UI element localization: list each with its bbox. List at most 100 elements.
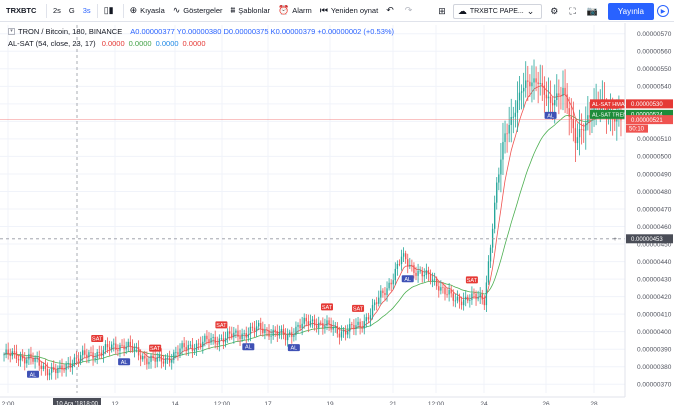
templates-button[interactable]: ⩩ Şablonlar — [226, 0, 274, 22]
candle-body — [17, 359, 20, 361]
candle-body — [520, 91, 523, 93]
alarm-label: Alarm — [292, 6, 312, 15]
candle-body — [11, 351, 13, 357]
candle-body — [156, 357, 158, 362]
candle-body — [282, 328, 285, 336]
price-tick-label: 0.00000390 — [637, 346, 672, 353]
candle-body — [220, 338, 223, 340]
candle-body — [349, 324, 351, 332]
candle-body — [494, 202, 496, 229]
candle-body — [79, 355, 82, 362]
candle-body — [407, 259, 409, 267]
candle-body — [543, 85, 546, 95]
interval-g[interactable]: G — [68, 6, 75, 15]
trend-line — [3, 114, 622, 365]
series-title[interactable]: TRON / Bitcoin, 180, BINANCE — [18, 26, 123, 36]
symbol-search[interactable]: TRXBTC — [6, 6, 37, 15]
candle-body — [212, 336, 214, 338]
indicator-name[interactable]: AL-SAT (54, close, 23, 17) — [8, 38, 96, 48]
candle-body — [367, 317, 370, 320]
candle-body — [154, 357, 156, 362]
candle-body — [195, 343, 198, 351]
candle-body — [585, 122, 587, 131]
sell-signal — [149, 344, 162, 352]
interval-3s[interactable]: 3s — [82, 6, 91, 15]
price-axis: 0.00000570 0.00000560 0.00000550 0.00000540… — [624, 23, 674, 405]
candle-body — [214, 336, 216, 344]
price-chart[interactable]: ALSATALSATSATALALSATSATALSATALSAT +AL-SA… — [0, 23, 674, 405]
indicators-button[interactable]: ∿ Göstergeler — [169, 0, 227, 22]
snapshot-button[interactable]: 📷 — [583, 0, 605, 22]
collapse-icon[interactable]: ▾ — [8, 27, 15, 35]
candle-body — [357, 321, 359, 326]
chart-type-button[interactable]: ▯▮ — [100, 0, 121, 22]
indicator-legend: AL-SAT (54, close, 23, 17) 0.0000 0.0000… — [8, 37, 394, 49]
alarm-button[interactable]: ⏰ Alarm — [274, 0, 316, 22]
candle-body — [272, 329, 274, 336]
undo-button[interactable]: ↶ — [382, 0, 401, 22]
candle-body — [431, 279, 434, 281]
candle-body — [75, 357, 78, 359]
candle-body — [500, 159, 502, 175]
price-tick-label: 0.00000420 — [637, 294, 672, 301]
replay-button[interactable]: ⏮ Yeniden oynat — [316, 0, 382, 22]
redo-button[interactable]: ↷ — [401, 0, 420, 22]
candle-body — [255, 326, 258, 332]
indicators-label: Göstergeler — [183, 6, 223, 15]
candle-body — [90, 352, 92, 353]
signal-label: SAT — [353, 306, 364, 312]
replay-label: Yeniden oynat — [330, 6, 379, 15]
time-tick-label: 26 — [542, 401, 550, 405]
candle-body — [293, 335, 295, 337]
candle-body — [237, 330, 239, 337]
candle-body — [498, 174, 500, 183]
candle-body — [119, 344, 121, 351]
candle-body — [409, 264, 411, 267]
candle-body — [137, 347, 140, 356]
candle-body — [396, 263, 399, 269]
candle-body — [351, 324, 353, 325]
time-tick-label: 17 — [264, 401, 272, 405]
candle-body — [376, 302, 378, 304]
candle-body — [496, 182, 498, 203]
candle-body — [280, 328, 283, 333]
candle-body — [222, 338, 225, 343]
candle-body — [450, 289, 452, 294]
candle-body — [171, 360, 173, 363]
signal-label: SAT — [92, 336, 103, 342]
candle-body — [413, 265, 415, 273]
candle-body — [270, 335, 272, 337]
candle-body — [32, 358, 34, 362]
price-tick-label: 0.00000460 — [637, 224, 672, 231]
candle-body — [436, 278, 438, 287]
buy-signal — [242, 343, 255, 351]
indicator-value: 0.0000 — [101, 38, 125, 48]
candle-body — [558, 93, 560, 96]
settings-button[interactable]: ⚙ — [546, 0, 565, 22]
layout-name-button[interactable]: ☁ TRXBTC PAPE... ⌄ — [452, 3, 543, 19]
candle-body — [361, 327, 363, 329]
candle-body — [24, 358, 26, 364]
candle-body — [487, 261, 490, 283]
candle-body — [529, 81, 531, 87]
play-icon[interactable]: ▶ — [657, 5, 669, 17]
candle-body — [564, 87, 566, 95]
candle-body — [485, 282, 488, 306]
publish-button[interactable]: Yayınla — [607, 2, 654, 20]
candle-body — [477, 297, 479, 300]
candle-body — [168, 357, 171, 363]
candle-body — [574, 128, 577, 144]
add-layout-button[interactable]: ⊞ — [434, 0, 453, 22]
fullscreen-button[interactable]: ⛶ — [565, 0, 582, 22]
time-tick-label: 14 — [171, 401, 179, 405]
candle-body — [556, 93, 558, 101]
price-tick-label: 0.00000500 — [637, 154, 672, 161]
candle-body — [514, 112, 517, 117]
compare-button[interactable]: ⊕ Kıyasla — [126, 0, 169, 22]
price-tick-label: 0.00000560 — [637, 49, 672, 56]
candle-body — [305, 317, 307, 322]
interval-2s[interactable]: 2s — [53, 6, 61, 15]
signal-label: AL — [404, 277, 411, 283]
candle-body — [260, 322, 262, 329]
candle-body — [131, 346, 134, 351]
